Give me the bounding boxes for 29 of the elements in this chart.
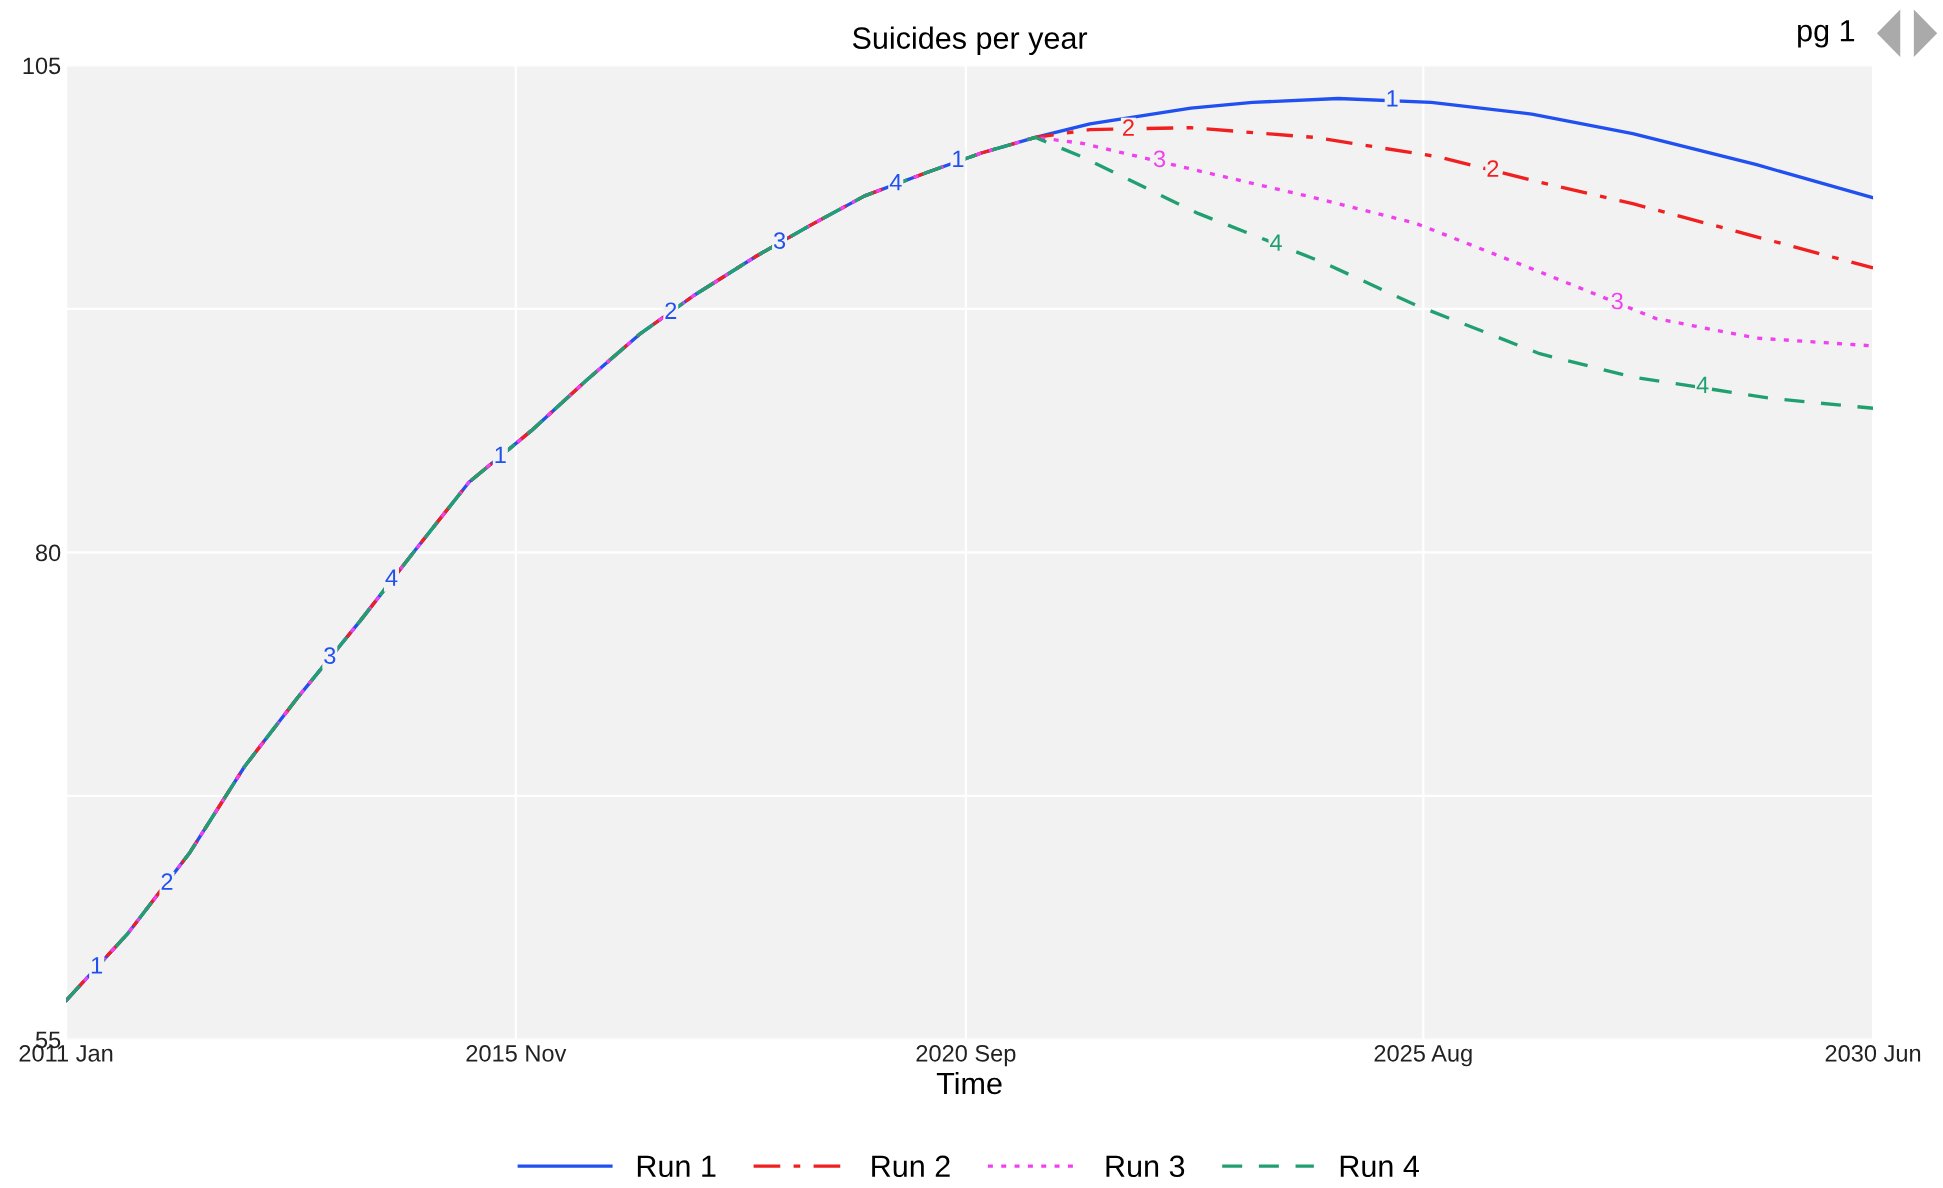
annotation: 1 xyxy=(495,446,506,464)
text: pg 1 xyxy=(1798,20,1855,48)
x-tick-label: 2015 Nov xyxy=(466,1044,567,1062)
annotation: 2 xyxy=(1487,160,1499,177)
annotation: 2 xyxy=(665,302,677,319)
legend-label: Run 2 xyxy=(872,1155,950,1178)
y-tick-label: 80 xyxy=(35,544,61,562)
annotation: 4 xyxy=(889,174,902,191)
y-tick-label: 105 xyxy=(23,57,61,75)
annotation: 4 xyxy=(1696,376,1709,393)
legend-label: Run 1 xyxy=(637,1155,716,1178)
annotation: 3 xyxy=(1153,150,1166,168)
annotation: 2 xyxy=(1123,119,1134,136)
x-axis-title: Time xyxy=(936,1071,1002,1095)
annotation: 4 xyxy=(1269,234,1282,251)
legend-label: Run 4 xyxy=(1340,1155,1419,1178)
annotation: 1 xyxy=(953,150,964,167)
legend-label: Run 3 xyxy=(1106,1155,1185,1178)
chart-title: Suicides per year xyxy=(852,26,1088,56)
annotation: 3 xyxy=(1611,292,1623,310)
annotation: 3 xyxy=(324,647,336,664)
x-tick-label: 2025 Aug xyxy=(1374,1044,1472,1067)
x-tick-label: 2030 Jun xyxy=(1825,1044,1921,1062)
annotation: 1 xyxy=(91,957,103,974)
annotation: 1 xyxy=(1387,90,1398,107)
annotation: 2 xyxy=(161,873,173,890)
annotation: 4 xyxy=(385,569,398,586)
annotation: 3 xyxy=(773,232,786,249)
x-tick-label: 2020 Sep xyxy=(916,1044,1016,1067)
